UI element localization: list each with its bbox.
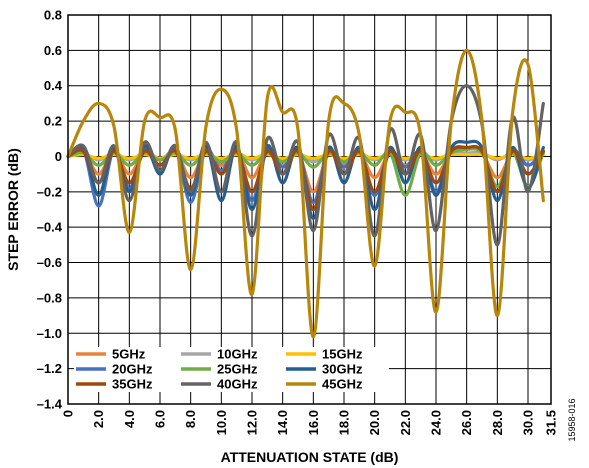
series-line-45ghz bbox=[66, 48, 545, 339]
y-tick-label: –1.4 bbox=[37, 397, 63, 412]
y-tick-label: 0.6 bbox=[44, 43, 62, 58]
legend-label-25ghz: 25GHz bbox=[217, 362, 258, 377]
x-tick-label: 4.0 bbox=[122, 410, 137, 428]
x-tick-labels: 0 2.0 4.0 6.0 8.0 10.0 12.0 14.0 16.0 18.0 20.0 22.… bbox=[61, 410, 559, 435]
legend-item-bg bbox=[284, 347, 389, 362]
y-tick-label: 0.4 bbox=[44, 78, 63, 93]
y-tick-labels: 0.8 0.6 0.4 0.2 0 –0.2 –0.4 –0.6 –0.8 –1.0 –1.2 –1.… bbox=[37, 8, 63, 412]
legend-item-bg bbox=[284, 377, 389, 392]
x-tick-label: 28.0 bbox=[490, 410, 505, 435]
figure-id: 15958-016 bbox=[567, 398, 577, 441]
x-tick-label: 2.0 bbox=[91, 410, 106, 428]
y-tick-label: –0.6 bbox=[37, 255, 62, 270]
y-tick-label: –0.2 bbox=[37, 184, 62, 199]
series-line-15ghz bbox=[66, 152, 545, 160]
legend-item-bg bbox=[179, 347, 284, 362]
y-tick-label: –1.0 bbox=[37, 326, 62, 341]
x-tick-label: 14.0 bbox=[275, 410, 290, 435]
legend-item-bg bbox=[74, 347, 179, 362]
legend-label-40ghz: 40GHz bbox=[217, 377, 258, 392]
y-tick-label: –0.4 bbox=[37, 220, 63, 235]
legend-label-45ghz: 45GHz bbox=[322, 377, 363, 392]
legend-item-bg bbox=[179, 362, 284, 377]
y-tick-label: 0.8 bbox=[44, 8, 62, 23]
y-tick-label: 0.2 bbox=[44, 114, 62, 129]
x-axis-title: ATTENUATION STATE (dB) bbox=[221, 449, 399, 465]
plot-frame bbox=[67, 14, 552, 405]
x-tick-label: 6.0 bbox=[153, 410, 168, 428]
legend: 5GHz 10GHz 15GHz 20GHz 25GHz 30GHz 35GHz 40GHz 4… bbox=[74, 347, 389, 392]
x-tick-label: 24.0 bbox=[429, 410, 444, 435]
x-tick-label: 31.5 bbox=[544, 410, 559, 435]
legend-item-bg bbox=[284, 362, 389, 377]
legend-label-5ghz: 5GHz bbox=[112, 347, 146, 362]
x-tick-label: 0 bbox=[61, 410, 76, 417]
y-tick-label: –0.8 bbox=[37, 290, 62, 305]
legend-label-30ghz: 30GHz bbox=[322, 362, 363, 377]
x-tick-label: 30.0 bbox=[521, 410, 536, 435]
legend-label-15ghz: 15GHz bbox=[322, 347, 363, 362]
legend-label-20ghz: 20GHz bbox=[112, 362, 153, 377]
legend-label-35ghz: 35GHz bbox=[112, 377, 153, 392]
x-tick-label: 12.0 bbox=[245, 410, 260, 435]
y-tick-label: 0 bbox=[55, 149, 62, 164]
legend-label-10ghz: 10GHz bbox=[217, 347, 258, 362]
y-tick-label: –1.2 bbox=[37, 361, 62, 376]
x-tick-label: 20.0 bbox=[367, 410, 382, 435]
y-axis-title: STEP ERROR (dB) bbox=[5, 148, 21, 271]
x-tick-label: 8.0 bbox=[183, 410, 198, 428]
x-tick-label: 22.0 bbox=[398, 410, 413, 435]
legend-item-bg bbox=[74, 377, 179, 392]
series-line-25ghz bbox=[66, 147, 545, 197]
x-tick-label: 16.0 bbox=[306, 410, 321, 435]
x-tick-label: 18.0 bbox=[337, 410, 352, 435]
legend-item-bg bbox=[74, 362, 179, 377]
legend-item-bg bbox=[179, 377, 284, 392]
x-tick-label: 10.0 bbox=[214, 410, 229, 435]
series-layer bbox=[66, 48, 545, 339]
series-line-40ghz bbox=[66, 84, 545, 247]
x-tick-label: 26.0 bbox=[459, 410, 474, 435]
